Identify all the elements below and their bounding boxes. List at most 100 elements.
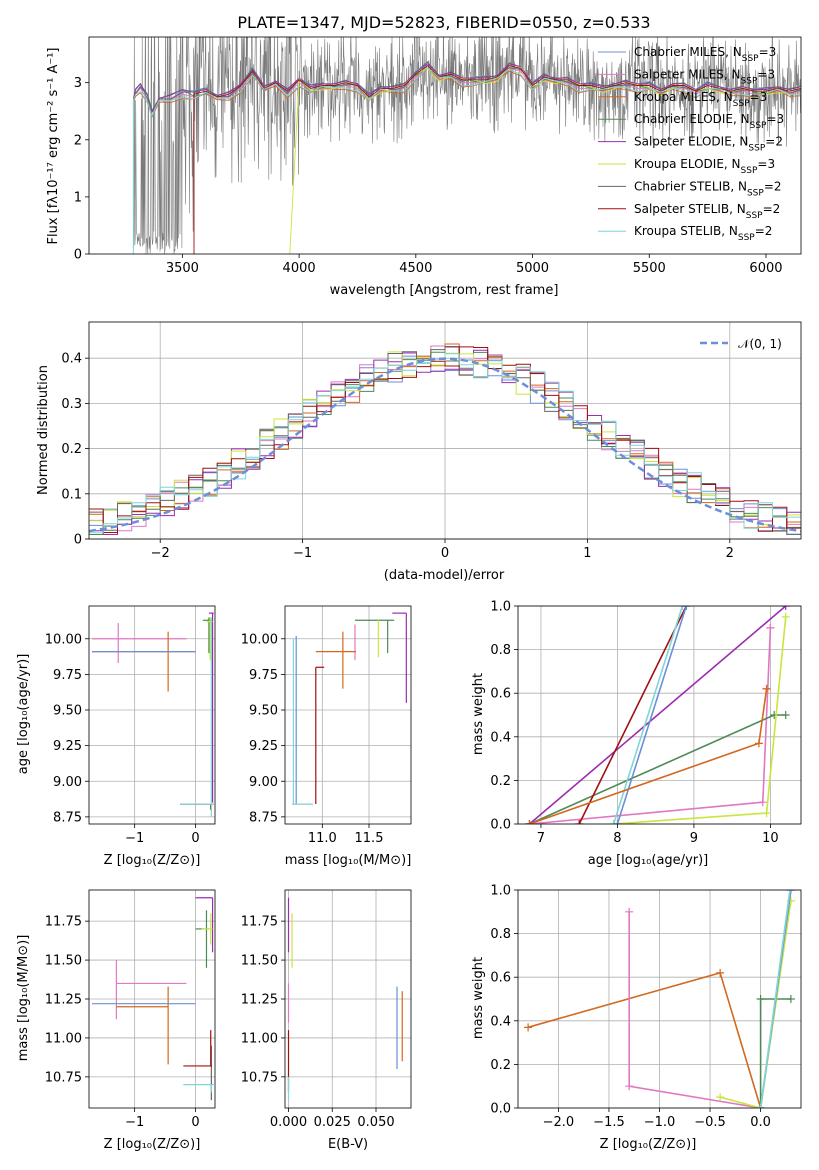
cum-z-xtick-label: 0.0 — [750, 1115, 771, 1130]
cum-age-ytick-label: 0.4 — [490, 730, 511, 745]
z-mass-ytick-label: 11.75 — [45, 915, 82, 930]
spectrum-xtick-label: 3500 — [166, 261, 199, 276]
mass-age-xlabel: mass [log₁₀(M/M⊙)] — [285, 853, 412, 868]
legend-label-5: Salpeter ELODIE, NSSP=2 — [634, 135, 783, 154]
cum-age-ylabel: mass weight — [471, 673, 486, 755]
cum-z-marker — [756, 995, 765, 1003]
cum-age-ytick-label: 0.2 — [490, 774, 511, 789]
ebv-mass-ytick-label: 11.75 — [241, 915, 278, 930]
model-line-3 — [132, 67, 801, 118]
z-mass-axes: −1 0 10.75 11.00 11.25 11.50 11.75 — [45, 889, 216, 1130]
mass-age-ytick-label: 8.75 — [249, 810, 278, 825]
cum-age-marker — [682, 606, 691, 610]
cum-age-marker — [575, 820, 584, 824]
cum-age-xlabel: age [log₁₀(age/yr)] — [588, 853, 709, 868]
cum-age-marker — [781, 606, 790, 610]
spectrum-plot — [132, 37, 801, 254]
cum-age-marker — [781, 711, 790, 719]
spectrum-xtick-label: 5500 — [633, 261, 666, 276]
z-mass-ytick-label: 11.25 — [45, 993, 82, 1008]
spectrum-title: PLATE=1347, MJD=52823, FIBERID=0550, z=0… — [237, 13, 650, 32]
cum-z-ytick-label: 0.8 — [490, 927, 511, 942]
cum-age-marker — [762, 684, 771, 693]
cum-z-line-2 — [628, 911, 761, 1108]
mass-age-axes: 11.0 11.5 8.75 9.00 9.25 9.50 9.75 10.00 — [241, 605, 412, 846]
cum-z-ytick-label: 0.4 — [490, 1014, 511, 1029]
residuals-xtick-label: 1 — [583, 546, 591, 561]
cum-z-xtick-label: −0.5 — [694, 1115, 726, 1130]
residuals-ytick-label: 0 — [74, 533, 82, 548]
cum-age-marker — [525, 820, 534, 824]
cum-age-plot — [525, 606, 790, 824]
cum-age-line-5 — [578, 606, 688, 824]
cum-age-marker — [613, 820, 622, 824]
z-age-xtick-label: 0 — [191, 831, 199, 846]
mass-age-frame — [284, 605, 412, 825]
spectrum-frame — [88, 36, 802, 255]
mass-age-ytick-label: 9.50 — [249, 704, 278, 719]
model-line-9 — [132, 67, 801, 118]
cum-age-xtick-label: 10 — [762, 831, 779, 846]
cum-age-marker — [609, 820, 618, 824]
spectrum-xtick-label: 5000 — [516, 261, 549, 276]
residuals-ytick-label: 0.1 — [61, 487, 82, 502]
cum-age-line-1 — [529, 627, 772, 824]
residuals-legend-label: 𝒩(0, 1) — [738, 337, 782, 351]
cum-age-marker — [762, 809, 771, 818]
residuals-ylabel: Normed distribution — [36, 365, 51, 495]
spectrum-xlabel: wavelength [Angstrom, rest frame] — [330, 283, 559, 298]
ebv-mass-xtick-label: 0.025 — [314, 1115, 351, 1130]
ebv-mass-ytick-label: 11.25 — [241, 993, 278, 1008]
cum-z-xtick-label: −2.0 — [543, 1115, 575, 1130]
cum-z-xtick-label: −1.0 — [644, 1115, 676, 1130]
z-age-plot — [92, 612, 214, 817]
residuals-frame — [88, 321, 802, 540]
cum-z-marker — [625, 907, 634, 916]
legend-label-6: Kroupa ELODIE, NSSP=3 — [634, 157, 775, 176]
spectrum-xtick-label: 4500 — [399, 261, 432, 276]
cum-age-axes: 7 8 9 10 0.0 0.2 0.4 0.6 0.8 1.0 — [490, 600, 802, 846]
residuals-xlabel: (data-model)/error — [384, 568, 505, 583]
residuals-ytick-label: 0.4 — [61, 352, 82, 367]
cum-z-line-6 — [759, 890, 791, 1108]
cum-age-line-4 — [613, 616, 787, 824]
z-age-ytick-label: 10.00 — [45, 632, 82, 647]
spectrum-xtick-label: 6000 — [749, 261, 782, 276]
ebv-mass-xtick-label: 0.050 — [357, 1115, 394, 1130]
legend-label-1: Chabrier MILES, NSSP=3 — [634, 45, 776, 64]
ebv-mass-frame — [284, 889, 412, 1109]
residuals-legend: 𝒩(0, 1) — [700, 337, 782, 351]
mass-age-ytick-label: 9.00 — [249, 775, 278, 790]
residuals-xtick-label: −1 — [293, 546, 312, 561]
residuals-xtick-label: 0 — [441, 546, 449, 561]
z-age-ytick-label: 9.00 — [53, 775, 82, 790]
ebv-mass-plot — [287, 897, 403, 1101]
cum-age-ytick-label: 0.8 — [490, 643, 511, 658]
histogram-9 — [89, 353, 801, 534]
cum-age-line-7 — [616, 606, 688, 824]
mass-age-xtick-label: 11.5 — [355, 831, 384, 846]
cum-age-ytick-label: 1.0 — [490, 600, 511, 615]
z-age-frame — [88, 605, 216, 825]
ebv-mass-xtick-label: 0.000 — [270, 1115, 307, 1130]
cum-z-ytick-label: 0.6 — [490, 971, 511, 986]
cum-z-marker — [716, 1093, 725, 1102]
cum-z-ylabel: mass weight — [471, 957, 486, 1039]
z-mass-ytick-label: 10.75 — [45, 1070, 82, 1085]
z-age-ytick-label: 8.75 — [53, 810, 82, 825]
mass-age-ytick-label: 10.00 — [241, 632, 278, 647]
z-age-xlabel: Z [log₁₀(Z/Z⊙)] — [104, 853, 201, 868]
ebv-mass-ytick-label: 11.00 — [241, 1031, 278, 1046]
cum-z-ytick-label: 0.0 — [490, 1102, 511, 1117]
cum-z-marker — [786, 995, 795, 1003]
cum-z-line-4 — [719, 900, 792, 1108]
cum-age-marker — [758, 798, 767, 807]
ebv-mass-ytick-label: 11.50 — [241, 954, 278, 969]
z-mass-ytick-label: 11.50 — [45, 954, 82, 969]
cum-age-marker — [678, 606, 687, 610]
z-mass-ytick-label: 11.00 — [45, 1031, 82, 1046]
cum-z-axes: −2.0 −1.5 −1.0 −0.5 0.0 0.0 0.2 0.4 0.6 0.8 1.0 — [490, 884, 802, 1130]
cum-z-marker — [524, 1023, 533, 1032]
